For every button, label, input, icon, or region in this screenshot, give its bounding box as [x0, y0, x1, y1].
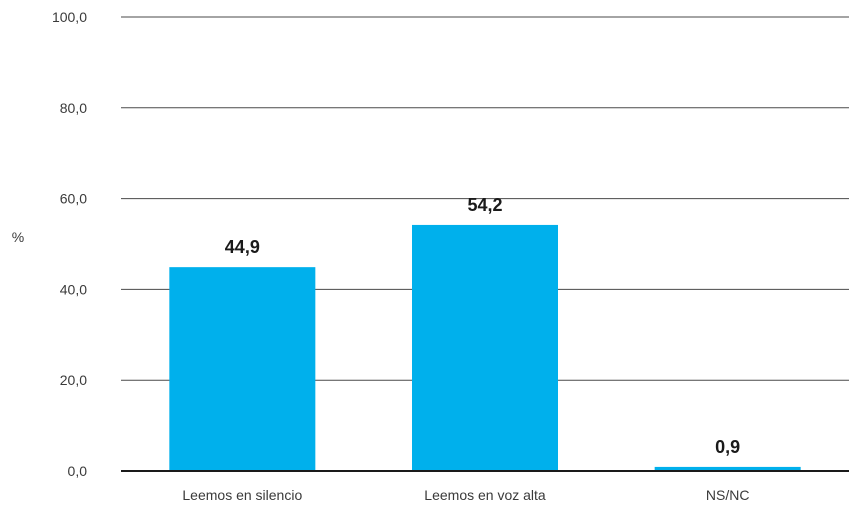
y-axis-label: %: [12, 229, 24, 245]
y-tick-label: 20,0: [60, 372, 87, 388]
x-category-label: Leemos en voz alta: [424, 487, 546, 503]
x-category-label: Leemos en silencio: [182, 487, 302, 503]
y-tick-label: 60,0: [60, 191, 87, 207]
bar: [169, 267, 316, 471]
bar: [654, 466, 801, 471]
value-labels: 44,9 54,2 0,9: [225, 195, 740, 457]
bar: [412, 224, 558, 471]
y-tick-label: 80,0: [60, 100, 87, 116]
y-axis-ticks: 0,0 20,0 40,0 60,0 80,0 100,0: [52, 9, 87, 479]
bar-value-label: 44,9: [225, 237, 260, 257]
y-tick-label: 40,0: [60, 281, 87, 297]
y-tick-label: 0,0: [68, 463, 88, 479]
bar-value-label: 0,9: [715, 437, 740, 457]
bar-value-label: 54,2: [467, 195, 502, 215]
x-category-label: NS/NC: [706, 487, 750, 503]
y-tick-label: 100,0: [52, 9, 87, 25]
x-axis-categories: Leemos en silencio Leemos en voz alta NS/N…: [182, 487, 749, 503]
bars: [169, 224, 801, 471]
